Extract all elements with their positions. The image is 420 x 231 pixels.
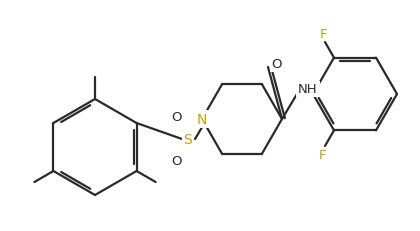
- Text: O: O: [171, 111, 181, 124]
- Text: N: N: [197, 112, 207, 126]
- Text: O: O: [171, 155, 181, 168]
- Text: F: F: [319, 27, 327, 40]
- Text: F: F: [319, 149, 327, 162]
- Text: O: O: [272, 58, 282, 71]
- Text: S: S: [184, 132, 192, 146]
- Text: NH: NH: [298, 83, 318, 96]
